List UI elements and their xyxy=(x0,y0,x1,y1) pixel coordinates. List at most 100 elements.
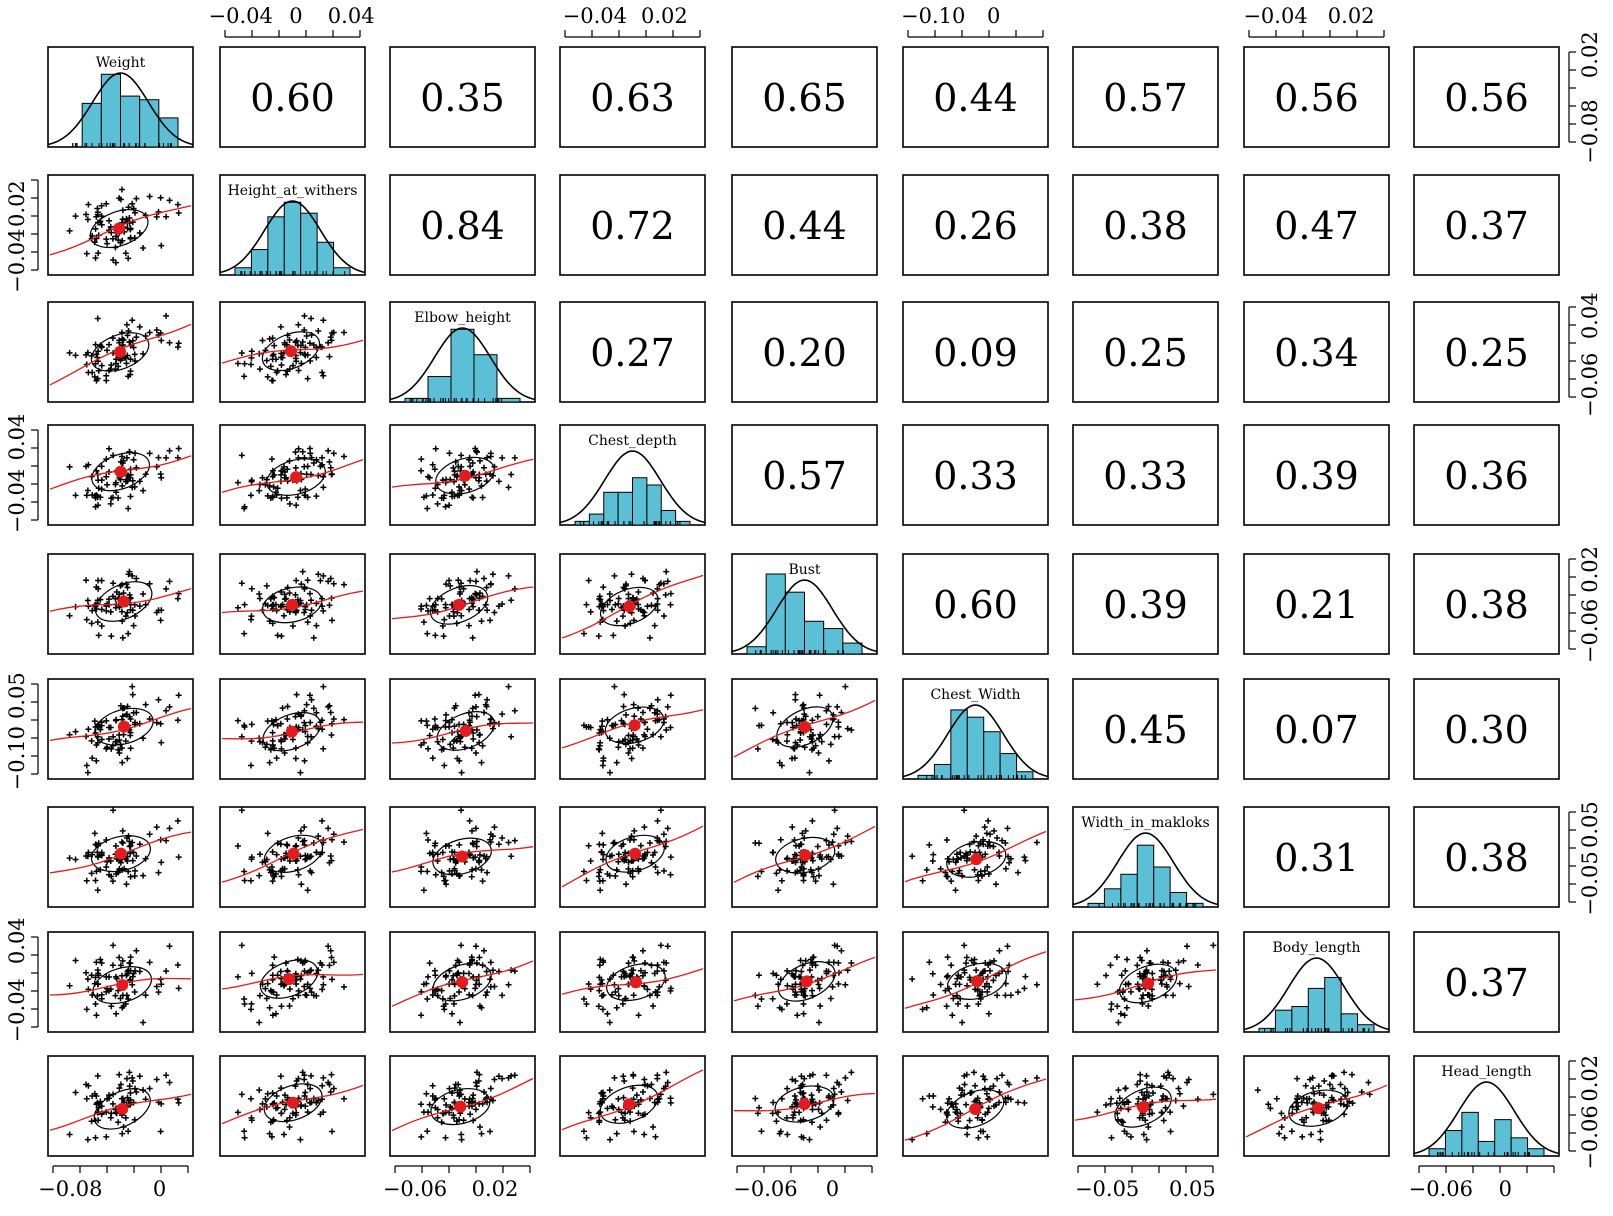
data-point xyxy=(320,607,327,614)
mean-point xyxy=(971,975,984,988)
data-point xyxy=(797,737,804,744)
data-point xyxy=(117,702,124,709)
data-point xyxy=(800,1010,807,1017)
data-point xyxy=(273,492,280,499)
panel-1-4: 0.44 xyxy=(731,174,878,276)
data-point xyxy=(802,827,809,834)
histogram-bar xyxy=(823,628,844,655)
correlation-value: 0.25 xyxy=(1444,331,1529,375)
data-point xyxy=(120,590,127,597)
data-point xyxy=(89,1092,96,1099)
data-point xyxy=(1121,1012,1128,1019)
data-point xyxy=(660,580,667,587)
data-point xyxy=(1300,1119,1307,1126)
data-point xyxy=(104,481,111,488)
data-point xyxy=(454,970,461,977)
data-point xyxy=(132,209,139,216)
data-point xyxy=(585,1109,592,1116)
data-point xyxy=(109,235,116,242)
data-point xyxy=(454,1089,461,1096)
data-point xyxy=(302,606,309,613)
correlation-ellipse xyxy=(606,963,666,1002)
histogram-bar xyxy=(283,201,302,276)
data-point xyxy=(489,1097,496,1104)
correlation-ellipse xyxy=(946,1089,1005,1129)
data-point xyxy=(499,992,506,999)
data-point xyxy=(752,705,759,712)
data-point xyxy=(281,1106,288,1113)
panel-1-2: 0.84 xyxy=(389,174,536,276)
data-point xyxy=(620,703,627,710)
data-point xyxy=(789,719,796,726)
data-point xyxy=(1006,859,1013,866)
data-point xyxy=(92,974,99,981)
data-point xyxy=(88,972,95,979)
data-point xyxy=(293,337,300,344)
data-point xyxy=(1121,1101,1128,1108)
data-point xyxy=(110,942,117,949)
panel-frame xyxy=(47,301,194,403)
data-point xyxy=(241,877,248,884)
data-point xyxy=(799,859,806,866)
data-point xyxy=(126,448,133,455)
data-point xyxy=(319,344,326,351)
data-point xyxy=(449,848,456,855)
data-point xyxy=(163,1072,170,1079)
data-point xyxy=(127,226,134,233)
panel-7-6 xyxy=(1072,931,1219,1033)
correlation-ellipse xyxy=(89,208,149,249)
data-point xyxy=(270,351,277,358)
data-point xyxy=(923,1004,930,1011)
data-point xyxy=(456,492,463,499)
axis-tick-label: 0.02 xyxy=(1578,1055,1602,1102)
data-point xyxy=(326,859,333,866)
data-point xyxy=(450,972,457,979)
data-point xyxy=(1004,943,1011,950)
data-point xyxy=(310,705,317,712)
mean-point xyxy=(1142,977,1155,990)
data-point xyxy=(116,750,123,757)
data-point xyxy=(990,1083,997,1090)
histogram-bar xyxy=(632,477,648,526)
panel-frame xyxy=(902,931,1049,1033)
data-point xyxy=(269,473,276,480)
data-point xyxy=(451,867,458,874)
data-point xyxy=(306,445,313,452)
data-point xyxy=(639,745,646,752)
data-point xyxy=(487,836,494,843)
axis-tick-label: −0.06 xyxy=(1578,353,1602,417)
data-point xyxy=(123,215,130,222)
data-point xyxy=(116,339,123,346)
data-point xyxy=(495,478,502,485)
data-point xyxy=(98,622,105,629)
data-point xyxy=(1014,869,1021,876)
axis-tick-label: −0.05 xyxy=(1075,1177,1139,1201)
data-point xyxy=(131,351,138,358)
data-point xyxy=(93,351,100,358)
data-point xyxy=(1358,1088,1365,1095)
data-point xyxy=(470,603,477,610)
data-point xyxy=(809,1071,816,1078)
data-point xyxy=(442,877,449,884)
data-point xyxy=(458,769,465,776)
data-point xyxy=(119,713,126,720)
data-point xyxy=(308,1072,315,1079)
data-point xyxy=(635,605,642,612)
data-point xyxy=(174,817,181,824)
data-point xyxy=(834,825,841,832)
data-point xyxy=(1143,1136,1150,1143)
data-point xyxy=(1175,959,1182,966)
axis-tick-label: 0.02 xyxy=(472,1177,519,1201)
data-point xyxy=(802,957,809,964)
data-point xyxy=(827,741,834,748)
data-point xyxy=(238,942,245,949)
data-point xyxy=(479,494,486,501)
data-point xyxy=(827,995,834,1002)
data-point xyxy=(248,970,255,977)
histogram-bar xyxy=(1136,844,1155,908)
correlation-ellipse xyxy=(946,840,1007,878)
correlation-ellipse xyxy=(92,966,153,1005)
data-point xyxy=(129,691,136,698)
data-point xyxy=(1276,1130,1283,1137)
data-point xyxy=(663,1069,670,1076)
